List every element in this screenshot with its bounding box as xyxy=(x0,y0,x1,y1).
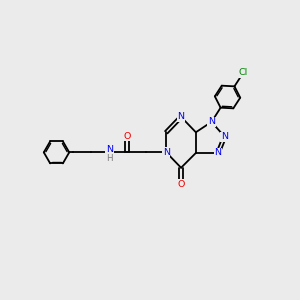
Text: H: H xyxy=(106,154,113,163)
Text: N: N xyxy=(208,117,215,126)
Text: O: O xyxy=(124,132,131,141)
Text: N: N xyxy=(214,148,221,158)
Text: Cl: Cl xyxy=(238,68,248,77)
Text: O: O xyxy=(177,179,185,188)
Text: N: N xyxy=(106,146,113,154)
Text: N: N xyxy=(178,112,184,122)
Text: N: N xyxy=(163,148,170,157)
Text: N: N xyxy=(221,132,228,141)
